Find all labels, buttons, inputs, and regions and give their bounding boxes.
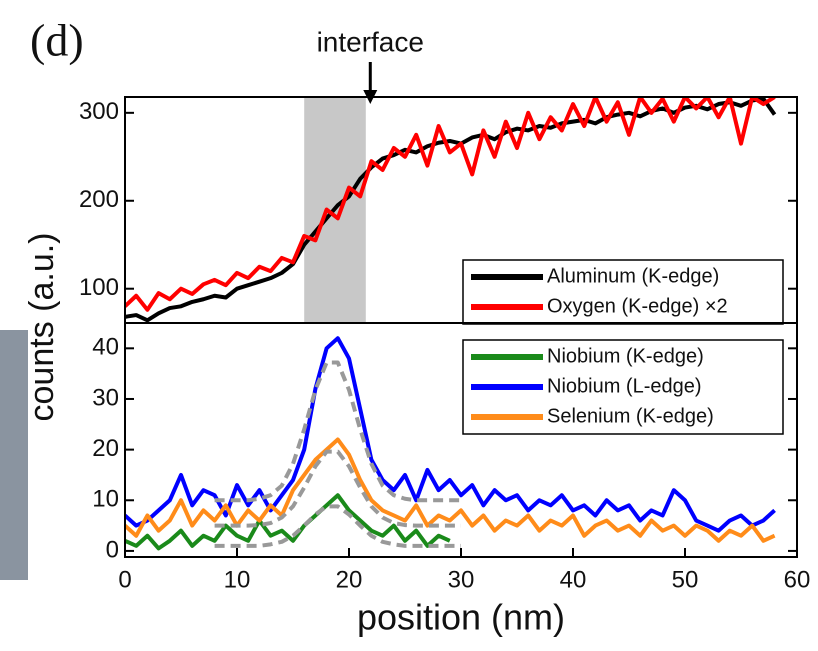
x-tick-label: 60 — [784, 566, 811, 593]
annotation: interface — [317, 26, 424, 57]
legend-label: Aluminum (K-edge) — [547, 265, 719, 287]
panel-label: (d) — [30, 15, 84, 66]
y-tick-label: 0 — [106, 536, 119, 563]
fit-line — [214, 504, 461, 548]
data-line — [125, 493, 451, 551]
y-axis-label: counts (a.u.) — [23, 233, 61, 422]
x-tick-label: 50 — [672, 566, 699, 593]
data-line — [125, 97, 776, 312]
y-tick-label: 20 — [92, 435, 119, 462]
legend-label: Selenium (K-edge) — [547, 405, 714, 427]
y-tick-label: 40 — [92, 334, 119, 361]
x-tick-label: 30 — [448, 566, 475, 593]
x-axis-label: position (nm) — [357, 597, 565, 638]
legend-label: Niobium (L-edge) — [547, 375, 702, 397]
annotation-arrowhead — [363, 90, 378, 104]
y-tick-label: 10 — [92, 486, 119, 513]
y-tick-label: 200 — [79, 186, 119, 213]
image-strip — [0, 330, 28, 580]
fit-line — [214, 449, 461, 528]
legend-label: Niobium (K-edge) — [547, 345, 704, 367]
x-tick-label: 0 — [118, 566, 131, 593]
data-line — [125, 437, 776, 543]
y-tick-label: 30 — [92, 384, 119, 411]
data-line — [125, 336, 776, 533]
x-tick-label: 20 — [336, 566, 363, 593]
x-tick-label: 10 — [224, 566, 251, 593]
y-tick-label: 100 — [79, 274, 119, 301]
x-tick-label: 40 — [560, 566, 587, 593]
legend-label: Oxygen (K-edge) ×2 — [547, 295, 728, 317]
fit-line — [214, 360, 461, 503]
y-tick-label: 300 — [79, 98, 119, 125]
